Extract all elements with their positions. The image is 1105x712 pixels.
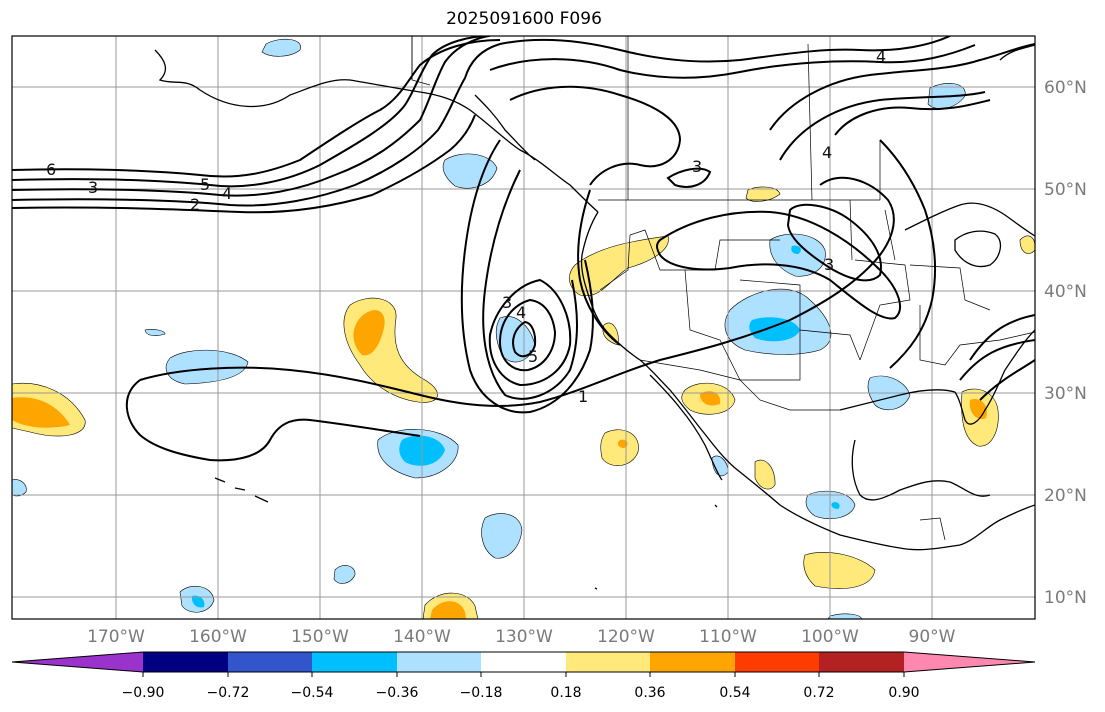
negative-anomaly-region <box>442 153 498 189</box>
contour-label: 5 <box>528 347 538 366</box>
negative-anomaly-core <box>791 245 801 254</box>
positive-anomaly-core <box>430 601 466 619</box>
lon-label: 100°W <box>801 627 859 647</box>
negative-anomaly-core <box>831 502 840 509</box>
contour-label: 4 <box>222 184 232 203</box>
colorbar-segment <box>481 652 566 672</box>
colorbar-segment <box>312 652 397 672</box>
contour-label: 4 <box>516 303 526 322</box>
contour-label: 3 <box>502 293 512 312</box>
negative-anomaly-core <box>749 317 800 342</box>
map-border <box>11 35 1036 620</box>
colorbar-tick-label: −0.90 <box>122 685 165 701</box>
colorbar-tick-label: 0.18 <box>550 685 581 701</box>
lon-label: 120°W <box>597 627 655 647</box>
positive-anomaly-region <box>600 429 639 466</box>
contour-label: 1 <box>578 387 588 406</box>
negative-anomaly-region <box>495 316 536 363</box>
lon-label: 110°W <box>699 627 757 647</box>
colorbar-tick-label: 0.90 <box>888 685 919 701</box>
positive-anomaly-core <box>700 391 721 406</box>
contour-label: 3 <box>88 178 98 197</box>
colorbar-tick-label: −0.36 <box>376 685 419 701</box>
latitude-axis: 60°N 50°N 40°N 30°N 20°N 10°N <box>1044 78 1087 608</box>
colorbar-tick-label: 0.36 <box>634 685 665 701</box>
negative-anomaly-region <box>144 329 166 336</box>
negative-anomaly-region <box>165 349 249 385</box>
lat-label: 60°N <box>1044 78 1087 98</box>
contour-label: 5 <box>200 175 210 194</box>
colorbar-segment <box>397 652 482 672</box>
positive-anomaly-region <box>745 186 781 202</box>
colorbar-tick-label: 0.72 <box>803 685 834 701</box>
negative-anomaly-core <box>191 595 205 608</box>
positive-anomaly-core <box>12 397 70 428</box>
negative-anomaly-region <box>333 565 356 584</box>
contour-label: 4 <box>822 143 832 162</box>
positive-anomaly-region <box>1019 235 1035 254</box>
lon-label: 130°W <box>495 627 553 647</box>
map-title: 2025091600 F096 <box>446 9 602 29</box>
lat-label: 50°N <box>1044 180 1087 200</box>
lat-label: 20°N <box>1044 486 1087 506</box>
colorbar-segment <box>12 652 143 672</box>
positive-anomaly-core <box>353 310 385 356</box>
lon-label: 160°W <box>189 627 247 647</box>
colorbar-tick-label: −0.72 <box>207 685 250 701</box>
colorbar: −0.90 −0.72 −0.54 −0.36 −0.18 0.18 0.36 … <box>11 651 1036 701</box>
positive-anomaly-core <box>617 439 628 448</box>
negative-anomaly-region <box>827 613 863 619</box>
colorbar-tick-label: 0.54 <box>719 685 750 701</box>
contour-lines <box>12 36 1035 462</box>
colorbar-tick-label: −0.54 <box>291 685 334 701</box>
positive-anomaly-region <box>754 459 776 490</box>
contour-label: 4 <box>876 47 886 66</box>
graticule <box>12 36 1035 619</box>
lat-label: 40°N <box>1044 282 1087 302</box>
positive-anomaly-region <box>803 552 876 589</box>
contour-labels: 6 3 5 4 2 3 4 5 1 3 4 3 4 <box>46 47 886 406</box>
colorbar-segment <box>904 652 1035 672</box>
shaded-anomaly-layer <box>12 38 1035 619</box>
contour-label: 3 <box>824 255 834 274</box>
colorbar-segment <box>650 652 735 672</box>
lon-label: 90°W <box>909 627 956 647</box>
lon-label: 140°W <box>393 627 451 647</box>
contour-label: 3 <box>692 157 702 176</box>
colorbar-segment <box>735 652 820 672</box>
colorbar-segment <box>819 652 904 672</box>
colorbar-segment <box>228 652 313 672</box>
lon-label: 170°W <box>87 627 145 647</box>
contour-label: 6 <box>46 160 56 179</box>
coastlines <box>154 44 1035 590</box>
contour-label: 2 <box>190 195 200 214</box>
negative-anomaly-region <box>261 38 301 57</box>
lon-label: 150°W <box>291 627 349 647</box>
negative-anomaly-region <box>481 513 523 559</box>
longitude-axis: 170°W 160°W 150°W 140°W 130°W 120°W 110°… <box>87 627 956 647</box>
colorbar-segment <box>566 652 651 672</box>
lat-label: 10°N <box>1044 588 1087 608</box>
negative-anomaly-region <box>805 490 856 519</box>
colorbar-tick-label: −0.18 <box>460 685 503 701</box>
colorbar-segment <box>143 652 228 672</box>
lat-label: 30°N <box>1044 384 1087 404</box>
